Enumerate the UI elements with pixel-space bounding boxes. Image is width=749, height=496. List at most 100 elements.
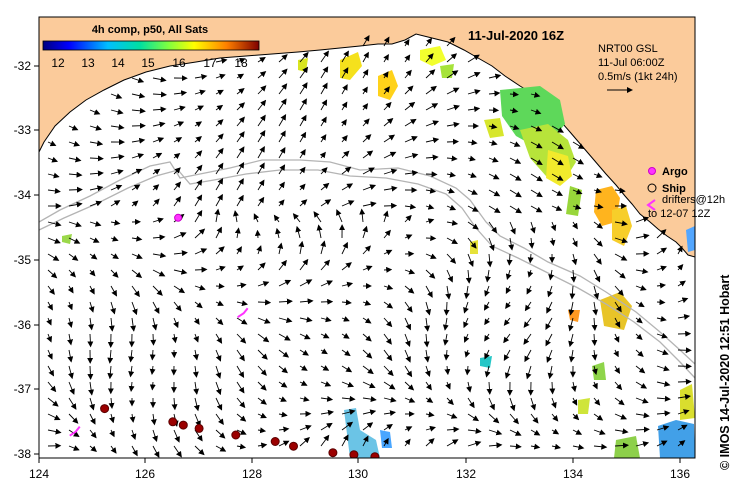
current-arrow — [341, 150, 350, 159]
current-arrow — [467, 253, 474, 268]
current-arrow — [677, 280, 686, 287]
current-arrow — [509, 221, 516, 235]
current-arrow — [340, 119, 347, 127]
current-arrow — [509, 443, 522, 450]
current-arrow — [524, 349, 532, 363]
current-arrow — [485, 269, 491, 283]
current-arrow — [194, 284, 206, 291]
current-arrow — [194, 228, 206, 239]
current-arrow — [278, 440, 290, 447]
current-arrow — [257, 85, 267, 95]
x-tick-label: 130 — [348, 467, 368, 481]
current-arrow — [299, 437, 310, 447]
current-arrow — [383, 53, 389, 63]
current-arrow — [593, 443, 608, 450]
current-arrow — [463, 301, 469, 314]
current-arrow — [299, 66, 309, 79]
current-arrow — [635, 233, 650, 240]
current-arrow — [527, 269, 534, 278]
current-arrow — [257, 99, 267, 111]
current-arrow — [425, 269, 436, 279]
ship-track-point — [289, 441, 298, 451]
current-arrow — [362, 317, 372, 324]
current-arrow — [509, 141, 521, 147]
current-arrow — [109, 429, 115, 438]
current-arrow — [572, 173, 584, 180]
current-arrow — [635, 349, 644, 357]
current-arrow — [509, 397, 516, 412]
current-arrow — [362, 300, 372, 306]
current-arrow — [614, 317, 621, 328]
current-arrow — [236, 73, 245, 80]
current-arrow — [530, 443, 541, 450]
y-tick-label: -33 — [14, 123, 32, 137]
current-arrow — [131, 92, 146, 99]
current-arrow — [423, 333, 430, 348]
current-arrow — [525, 365, 532, 380]
current-arrow — [130, 317, 137, 332]
current-arrow — [320, 434, 330, 447]
current-arrow — [404, 365, 413, 378]
current-arrow — [341, 381, 355, 388]
current-arrow — [215, 413, 224, 426]
current-arrow — [547, 285, 553, 298]
current-arrow — [404, 136, 418, 143]
current-arrow — [383, 365, 394, 377]
current-arrow — [215, 429, 226, 439]
current-arrow — [257, 262, 266, 271]
argo-legend-icon — [648, 167, 656, 175]
current-arrow — [108, 397, 115, 409]
current-arrow — [257, 196, 265, 207]
current-arrow — [299, 149, 306, 159]
ship-track-point — [194, 423, 204, 433]
current-arrow — [320, 381, 332, 387]
current-arrow — [425, 253, 437, 259]
current-arrow — [425, 203, 435, 210]
y-tick-label: -35 — [14, 253, 32, 267]
current-arrow — [236, 365, 245, 379]
current-arrow — [236, 443, 247, 450]
current-arrow — [47, 237, 61, 244]
current-arrow — [278, 114, 287, 127]
current-arrow — [568, 317, 574, 332]
current-arrow — [257, 365, 267, 376]
current-arrow — [362, 150, 374, 159]
current-arrow — [635, 317, 643, 324]
current-arrow — [236, 317, 248, 325]
current-arrow — [68, 253, 79, 261]
current-arrow — [546, 301, 553, 314]
current-arrow — [504, 365, 511, 379]
current-arrow — [530, 125, 543, 132]
current-arrow — [488, 397, 495, 411]
current-arrow — [484, 301, 490, 311]
current-arrow — [316, 224, 323, 239]
current-arrow — [68, 201, 83, 208]
current-arrow — [320, 348, 328, 355]
current-arrow — [68, 381, 75, 395]
current-arrow — [236, 178, 244, 191]
current-arrow — [570, 269, 577, 283]
current-arrow — [47, 365, 54, 377]
current-arrow — [677, 393, 691, 400]
current-arrow — [277, 242, 284, 255]
current-arrow — [131, 153, 145, 159]
current-arrow — [467, 237, 477, 249]
argo-legend-label: Argo — [662, 166, 688, 178]
current-arrow — [362, 34, 370, 47]
y-tick-label: -34 — [14, 188, 32, 202]
current-arrow — [257, 412, 267, 419]
current-arrow — [446, 53, 458, 63]
current-arrow — [591, 317, 598, 331]
ship-track-point — [328, 448, 338, 458]
current-arrow — [236, 131, 245, 143]
current-arrow — [215, 57, 228, 64]
current-arrow — [194, 194, 203, 207]
current-arrow — [152, 217, 164, 224]
current-arrow — [446, 36, 456, 47]
current-arrow — [635, 285, 647, 291]
current-arrow — [488, 205, 501, 214]
current-arrow — [614, 220, 628, 227]
current-arrow — [110, 93, 123, 99]
x-tick-label: 126 — [135, 467, 155, 481]
